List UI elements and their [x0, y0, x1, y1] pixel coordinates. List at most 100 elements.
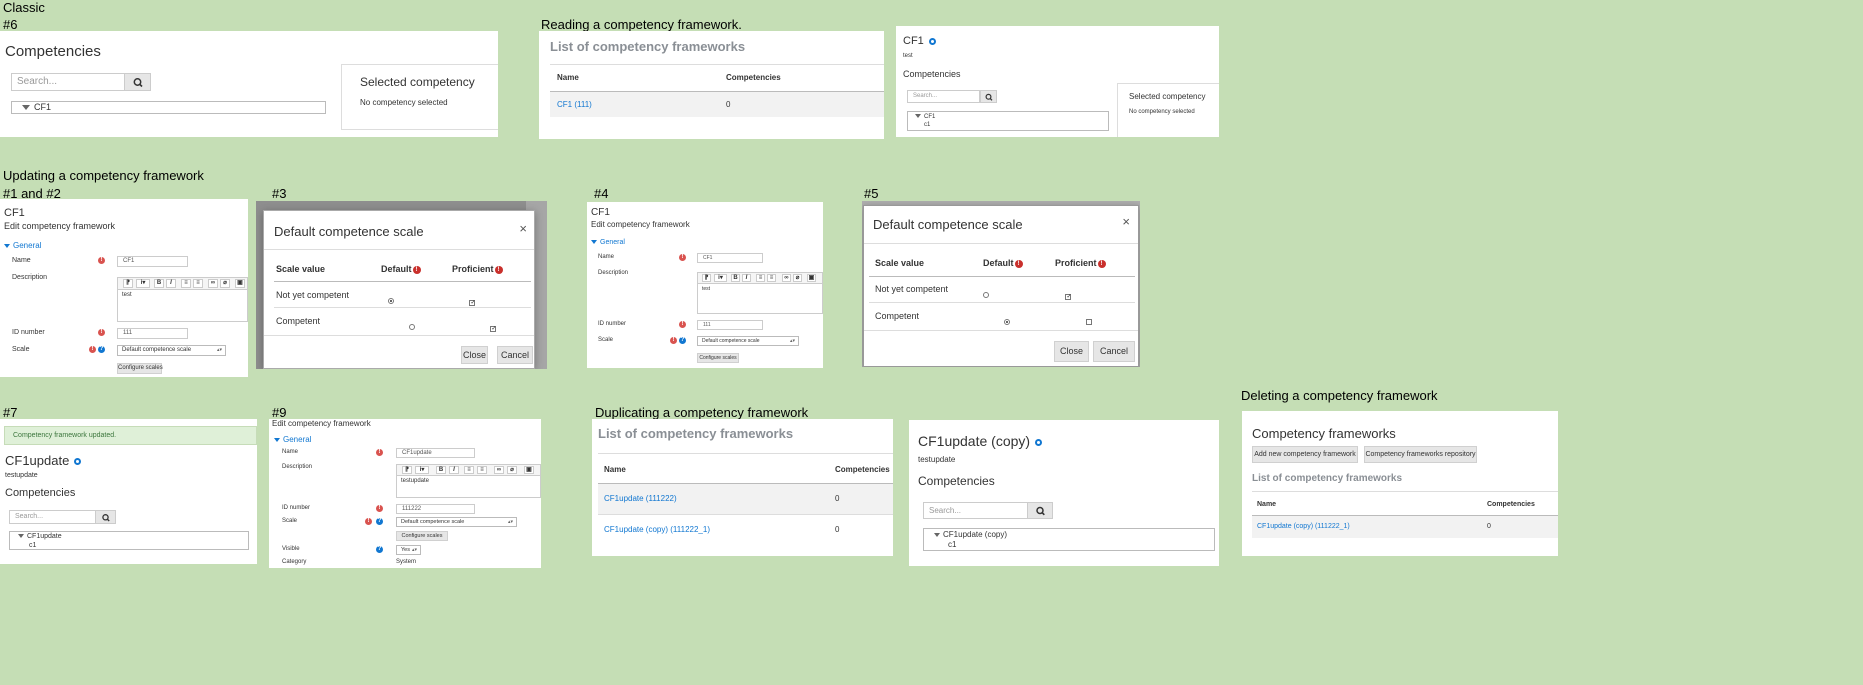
bold-button[interactable]: B	[154, 279, 164, 288]
frameworks-repository-button[interactable]: Competency frameworks repository	[1364, 446, 1477, 463]
number-list-button[interactable]: ≡	[193, 279, 203, 288]
framework-link[interactable]: CF1 (111)	[557, 100, 592, 109]
tree-child[interactable]: c1	[948, 540, 957, 549]
close-button[interactable]: Close	[1054, 341, 1089, 362]
gear-icon[interactable]	[1035, 438, 1043, 446]
scale-select[interactable]: Default competence scale	[396, 517, 517, 527]
search-input[interactable]: Search...	[923, 502, 1028, 519]
default-radio[interactable]	[408, 324, 415, 330]
help-icon[interactable]: ?	[98, 346, 105, 353]
add-framework-button[interactable]: Add new competency framework	[1252, 446, 1358, 463]
number-list-button[interactable]: ≡	[477, 466, 487, 474]
search-input[interactable]: Search...	[9, 510, 96, 524]
info-button[interactable]: i▾	[136, 279, 150, 288]
default-radio[interactable]	[388, 298, 394, 304]
italic-button[interactable]: I	[166, 279, 176, 288]
description-editor[interactable]: test	[697, 283, 823, 314]
section-general[interactable]: General	[591, 239, 625, 246]
col-name: Name	[604, 465, 626, 474]
search-button[interactable]	[95, 510, 116, 524]
paragraph-button[interactable]: ⁋	[702, 274, 711, 282]
proficient-checkbox[interactable]	[1086, 319, 1093, 325]
image-button[interactable]: ▣	[235, 279, 245, 288]
close-button[interactable]: Close	[461, 346, 488, 364]
paragraph-button[interactable]: ⁋	[123, 279, 133, 288]
name-input[interactable]: CF1	[697, 253, 763, 263]
bullet-list-button[interactable]: ≡	[464, 466, 474, 474]
unlink-button[interactable]: ⌀	[220, 279, 230, 288]
competency-tree[interactable]: CF1update c1	[9, 531, 249, 550]
italic-button[interactable]: I	[742, 274, 751, 282]
description-editor[interactable]: testupdate	[396, 475, 541, 498]
gear-icon[interactable]	[928, 37, 936, 45]
col-scale-value: Scale value	[276, 264, 326, 274]
scale-select[interactable]: Default competence scale	[697, 336, 799, 346]
tree-child[interactable]: c1	[924, 122, 931, 128]
configure-scales-button[interactable]: Configure scales	[396, 531, 448, 541]
edit-form-panel: CF1 Edit competency framework General Na…	[0, 199, 248, 377]
unlink-button[interactable]: ⌀	[507, 466, 517, 474]
name-input[interactable]: CF1update	[396, 448, 475, 458]
proficient-checkbox[interactable]: ✓	[1065, 294, 1072, 300]
bullet-list-button[interactable]: ≡	[181, 279, 191, 288]
competency-tree[interactable]: CF1update (copy) c1	[923, 528, 1215, 551]
close-icon[interactable]: ×	[1122, 214, 1130, 229]
info-button[interactable]: i▾	[714, 274, 727, 282]
close-icon[interactable]: ×	[519, 221, 527, 236]
tree-child[interactable]: c1	[29, 542, 37, 549]
default-radio[interactable]	[983, 292, 989, 298]
link-button[interactable]: ∞	[208, 279, 218, 288]
label-hash3: #3	[272, 186, 287, 201]
configure-scales-button[interactable]: Configure scales	[117, 363, 163, 374]
required-icon: !	[376, 505, 383, 512]
unlink-button[interactable]: ⌀	[793, 274, 802, 282]
help-icon[interactable]: ?	[376, 546, 383, 553]
search-input[interactable]: Search...	[907, 90, 980, 103]
competencies-heading: Competencies	[5, 487, 76, 499]
competency-tree[interactable]: CF1 c1	[907, 111, 1109, 131]
visible-select[interactable]: Yes	[396, 545, 421, 555]
framework-link[interactable]: CF1update (111222)	[604, 494, 677, 503]
cancel-button[interactable]: Cancel	[497, 346, 533, 364]
number-list-button[interactable]: ≡	[767, 274, 776, 282]
label-hash7: #7	[3, 405, 18, 420]
image-button[interactable]: ▣	[524, 466, 534, 474]
proficient-checkbox[interactable]: ✓	[469, 300, 476, 306]
configure-scales-button[interactable]: Configure scales	[697, 353, 739, 363]
competency-tree[interactable]: CF1	[11, 101, 326, 114]
help-icon[interactable]: ?	[679, 337, 686, 344]
bullet-list-button[interactable]: ≡	[756, 274, 765, 282]
name-input[interactable]: CF1	[117, 256, 188, 267]
link-button[interactable]: ∞	[782, 274, 791, 282]
paragraph-button[interactable]: ⁋	[402, 466, 412, 474]
scale-select[interactable]: Default competence scale	[117, 345, 226, 356]
search-button[interactable]	[980, 90, 997, 103]
description-editor[interactable]: test	[117, 289, 248, 322]
italic-button[interactable]: I	[449, 466, 459, 474]
gear-icon[interactable]	[74, 458, 82, 466]
proficient-checkbox[interactable]: ✓	[490, 326, 497, 332]
search-button[interactable]	[1027, 502, 1053, 519]
info-button[interactable]: i▾	[415, 466, 429, 474]
help-icon[interactable]: ?	[376, 518, 383, 525]
bold-button[interactable]: B	[436, 466, 446, 474]
section-general-label: General	[600, 239, 625, 246]
selected-competency-empty: No competency selected	[1129, 109, 1195, 115]
image-button[interactable]: ▣	[807, 274, 816, 282]
search-input[interactable]: Search...	[11, 73, 125, 91]
bold-button[interactable]: B	[731, 274, 740, 282]
section-general[interactable]: General	[274, 435, 311, 444]
cancel-button[interactable]: Cancel	[1093, 341, 1135, 362]
link-button[interactable]: ∞	[494, 466, 504, 474]
framework-link[interactable]: CF1update (copy) (111222_1)	[1257, 523, 1350, 530]
section-general[interactable]: General	[4, 241, 41, 250]
section-general-label: General	[283, 435, 312, 444]
idnumber-input[interactable]: 111222	[396, 504, 475, 514]
idnumber-input[interactable]: 111	[697, 320, 763, 330]
framework-title-text: CF1update (copy)	[918, 433, 1031, 449]
default-radio[interactable]	[1003, 319, 1010, 325]
idnumber-input[interactable]: 111	[117, 328, 188, 339]
framework-link[interactable]: CF1update (copy) (111222_1)	[604, 525, 710, 534]
search-button[interactable]	[124, 73, 151, 91]
framework-list-panel: List of competency frameworks Name Compe…	[539, 31, 884, 139]
